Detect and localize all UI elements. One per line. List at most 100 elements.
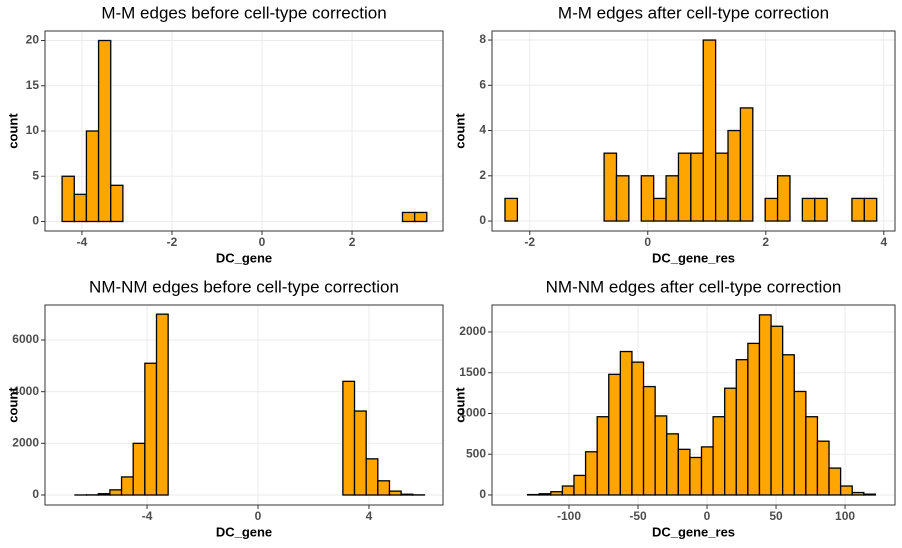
y-tick-label: 6 [479,77,486,91]
bar [109,489,123,496]
y-tick-label: 2000 [12,436,39,450]
x-tick-label: -2 [167,235,178,249]
bar [388,490,402,496]
bar [724,387,737,496]
bar [653,197,667,222]
x-tick-label: 0 [255,509,262,523]
chart-title: NM-NM edges after cell-type correction [546,277,842,296]
x-tick-label: 2 [349,235,356,249]
y-axis-label: count [5,387,20,423]
bar [584,451,598,496]
bar [690,152,704,222]
bar [793,390,807,496]
bar [654,415,668,496]
y-tick-label: 2000 [459,324,486,338]
bar [851,491,865,496]
bar [814,197,828,222]
bar [504,197,519,222]
x-tick-label: -100 [557,509,581,523]
y-tick-label: 0 [32,214,39,228]
x-axis-label: DC_gene_res [652,250,735,265]
bar [735,359,749,496]
bar [863,197,878,222]
bar [758,314,772,496]
x-tick-label: 0 [259,235,266,249]
x-tick-label: 4 [366,509,373,523]
bar [677,152,692,222]
bar [365,458,379,496]
chart-title: M-M edges after cell-type correction [558,3,829,22]
y-axis-label: count [452,387,467,423]
bar [401,211,416,223]
bar [561,485,575,496]
bar [550,491,564,496]
x-tick-label: 0 [704,509,711,523]
bar [816,440,830,496]
y-tick-label: 5 [32,168,39,182]
bar [144,362,158,496]
panel-border [491,304,896,506]
y-axis-label: count [452,113,467,149]
bar [342,380,356,496]
bar [839,485,853,496]
x-tick-label: 0 [644,235,651,249]
bar [538,493,552,496]
x-tick-label: -2 [524,235,535,249]
panel [45,305,443,505]
bar [764,197,779,222]
x-tick-label: -4 [142,509,153,523]
panel-border [491,30,896,232]
bar [596,416,610,496]
y-tick-label: 1000 [459,406,486,420]
x-axis-label: DC_gene_res [652,524,735,539]
y-tick-label: 20 [26,33,40,47]
y-tick-label: 0 [479,213,486,227]
bar [73,193,88,223]
bar [665,175,680,222]
bar [642,385,656,496]
y-tick-label: 2 [479,168,486,182]
y-tick-label: 0 [479,487,486,501]
bar [727,129,742,222]
panel-border [44,304,444,506]
y-tick-label: 1500 [459,365,486,379]
x-tick-label: -50 [629,509,647,523]
chart-title: M-M edges before cell-type correction [101,3,386,22]
bar [782,354,795,496]
bar [573,474,587,496]
bar [97,493,111,496]
bar [619,350,633,496]
bar [776,175,791,222]
bar [666,433,679,496]
bar [353,410,367,496]
bar [132,442,146,496]
bar [677,448,691,496]
bar [712,416,726,496]
bar [851,197,865,222]
bar [97,39,112,223]
bar [603,152,618,222]
bar [828,467,842,496]
x-tick-label: 4 [880,235,887,249]
bar [631,361,645,496]
x-axis-label: DC_gene [216,524,272,539]
x-tick-label: 50 [769,509,783,523]
bar [155,313,169,496]
bar [120,476,134,496]
bar [61,175,75,223]
bar [110,184,124,223]
bar [739,107,754,222]
bar [689,456,703,496]
bar [413,211,428,223]
y-axis-label: count [5,113,20,149]
bar [615,175,630,222]
bar [85,130,100,223]
bar [640,175,655,222]
bar [801,197,816,222]
x-tick-label: -4 [77,235,88,249]
y-tick-label: 4 [479,123,486,137]
bar [608,373,622,496]
bar [400,493,414,496]
bar [702,39,717,222]
